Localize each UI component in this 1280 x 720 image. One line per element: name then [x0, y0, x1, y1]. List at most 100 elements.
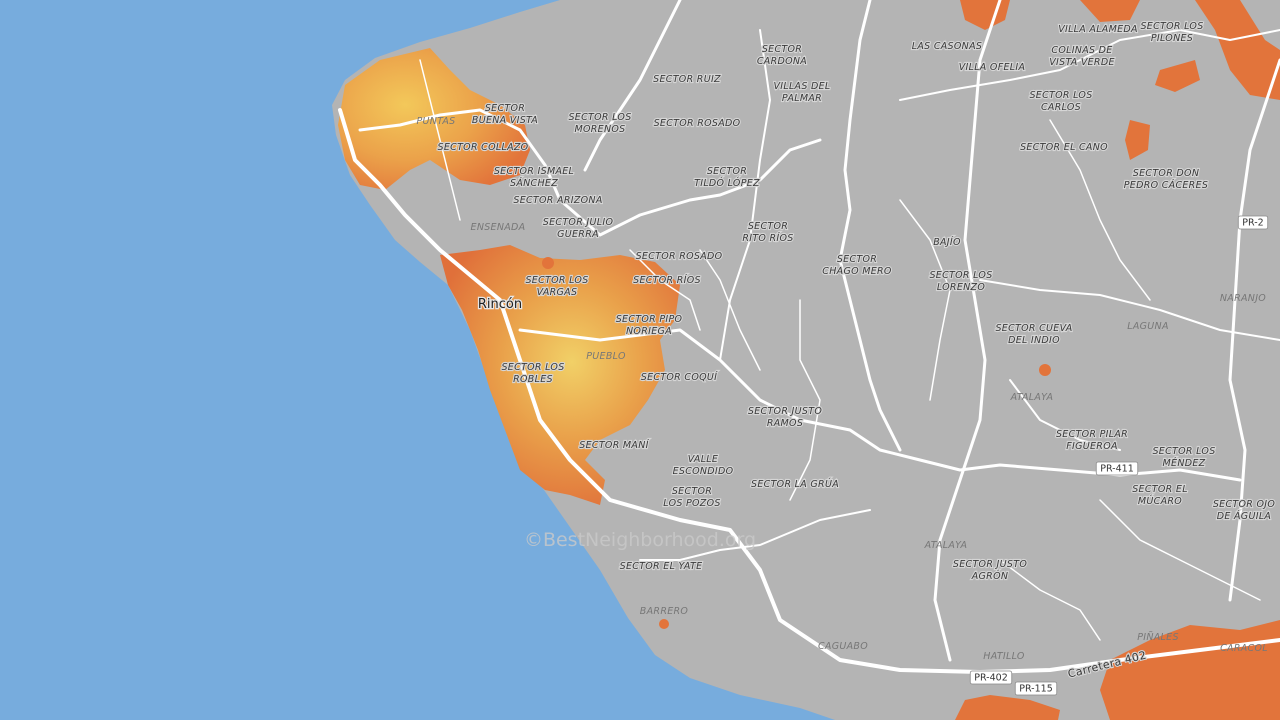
place-label: SECTOR LOS MÉNDEZ [1152, 446, 1215, 469]
place-label-line: SECTOR COLLAZO [438, 142, 529, 153]
area-label: CAGUABO [818, 641, 868, 652]
place-label-line: VILLA ALAMEDA [1058, 24, 1138, 35]
place-label: SECTOR CARDONA [757, 44, 807, 67]
place-label-line: SECTOR PIPO [616, 314, 683, 325]
place-label: SECTOR LOS PILONES [1140, 21, 1203, 44]
place-label-line: COLINAS DE [1051, 45, 1112, 56]
route-shield-box [1095, 461, 1139, 476]
place-label-line: SECTOR [748, 221, 788, 232]
place-label: SECTOR RÍOS [633, 274, 701, 286]
place-label-line: TILDÓ LÓPEZ [694, 177, 760, 189]
place-label: SECTOR EL CANO [1020, 142, 1108, 153]
place-label: SECTOR LOS POZOS [663, 486, 720, 509]
area-label: ENSENADA [471, 222, 526, 233]
place-label: SECTOR EL MÚCARO [1132, 484, 1188, 507]
place-label-line: SECTOR ROSADO [636, 251, 723, 262]
route-shield: PR-411 [1095, 461, 1139, 476]
place-label-line: VALLE [688, 454, 718, 465]
place-label-line: AGRÓN [971, 570, 1009, 582]
place-label-line: PEDRO CÁCERES [1124, 179, 1208, 191]
place-label-line: DE ÁGUILA [1217, 510, 1271, 522]
place-label-line: SECTOR ROSADO [654, 118, 741, 129]
area-label: ATALAYA [1010, 392, 1054, 403]
place-label-line: CARDONA [757, 56, 807, 67]
place-label-line: MÚCARO [1138, 495, 1182, 507]
place-label-line: DEL INDIO [1008, 335, 1060, 346]
place-label: COLINAS DE VISTA VERDE [1049, 45, 1115, 68]
place-label-line: CARLOS [1041, 102, 1081, 113]
place-label: SECTOR ARIZONA [513, 195, 602, 206]
place-label-line: GUERRA [557, 229, 599, 240]
place-label-line: LORENZO [937, 282, 985, 293]
place-label: SECTOR ISMAEL SÁNCHEZ [494, 166, 574, 189]
place-label: VILLA OFELIA [959, 62, 1026, 73]
area-label: PUNTAS [416, 116, 455, 127]
area-label: ATALAYA [924, 540, 968, 551]
route-shield: PR-402 [969, 670, 1013, 685]
route-shield: PR-2 [1237, 215, 1269, 230]
town-label: Rincón [478, 297, 522, 312]
place-label-line: SECTOR LOS [568, 112, 631, 123]
place-label-line: SECTOR LOS [1029, 90, 1092, 101]
place-label: SECTOR RUIZ [653, 74, 721, 85]
place-label: SECTOR PILAR FIGUEROA [1056, 429, 1128, 452]
place-label: SECTOR ROSADO [654, 118, 741, 129]
place-label-line: SECTOR ISMAEL [494, 166, 574, 177]
place-label-line: SECTOR DON [1133, 168, 1199, 179]
place-label-line: BUENA VISTA [472, 115, 538, 126]
area-label: LAGUNA [1127, 321, 1169, 332]
place-label: SECTOR EL YATE [620, 561, 703, 572]
place-label-line: SECTOR [707, 166, 747, 177]
place-label: SECTOR LA GRÚA [751, 478, 839, 490]
place-label: SECTOR BUENA VISTA [472, 103, 538, 126]
land [332, 0, 1280, 720]
place-label-line: FIGUEROA [1066, 441, 1118, 452]
place-label: SECTOR ROSADO [636, 251, 723, 262]
place-label: BAJÍO [933, 236, 961, 248]
place-label-line: SECTOR MANÍ [579, 439, 649, 451]
place-label-line: BAJÍO [933, 236, 961, 248]
place-label-line: SECTOR LOS [501, 362, 564, 373]
place-label-line: SECTOR COQUÍ [641, 371, 718, 383]
place-label-line: CHAGO MERO [822, 266, 892, 277]
place-label: SECTOR OJO DE ÁGUILA [1213, 499, 1276, 522]
route-shield-text: PR-2 [1242, 218, 1263, 229]
place-label: SECTOR PIPO NORIEGA [616, 314, 683, 337]
place-label: SECTOR DON PEDRO CÁCERES [1124, 168, 1208, 191]
place-label-line: SECTOR LOS [1152, 446, 1215, 457]
place-label-line: SECTOR LOS [525, 275, 588, 286]
place-label-line: SECTOR EL YATE [620, 561, 703, 572]
place-label-line: SECTOR JUSTO [953, 559, 1027, 570]
place-label: SECTOR RITO RÍOS [742, 221, 793, 244]
place-label-line: MÉNDEZ [1163, 457, 1206, 469]
area-label: BARRERO [640, 606, 689, 617]
place-label-line: SECTOR ARIZONA [513, 195, 602, 206]
place-label-line: SECTOR LOS [929, 270, 992, 281]
route-shield-box [969, 670, 1013, 685]
place-label-line: LAS CASONAS [912, 41, 982, 52]
place-label: SECTOR LOS LORENZO [929, 270, 992, 293]
place-label-line: SECTOR RUIZ [653, 74, 721, 85]
place-label: SECTOR MANÍ [579, 439, 649, 451]
place-label: SECTOR LOS MORENOS [568, 112, 631, 135]
area-label: HATILLO [983, 651, 1025, 662]
place-label-line: SECTOR [485, 103, 525, 114]
place-label-line: SÁNCHEZ [510, 177, 558, 189]
place-label: SECTOR COLLAZO [438, 142, 529, 153]
route-shield-box [1014, 681, 1058, 696]
place-label-line: SECTOR [672, 486, 712, 497]
place-label: SECTOR JULIO GUERRA [543, 217, 614, 240]
place-label: SECTOR LOS CARLOS [1029, 90, 1092, 113]
area-label: PUEBLO [586, 351, 626, 362]
place-label: SECTOR CUEVA DEL INDIO [995, 323, 1072, 346]
route-shield: PR-115 [1014, 681, 1058, 696]
area-label: NARANJO [1220, 293, 1266, 304]
place-label: LAS CASONAS [912, 41, 982, 52]
place-label-line: SECTOR [837, 254, 877, 265]
place-label-line: SECTOR LA GRÚA [751, 478, 839, 490]
place-label-line: RITO RÍOS [742, 232, 793, 244]
place-label-line: PILONES [1151, 33, 1193, 44]
place-label-line: SECTOR PILAR [1056, 429, 1128, 440]
place-label-line: NORIEGA [626, 326, 672, 337]
